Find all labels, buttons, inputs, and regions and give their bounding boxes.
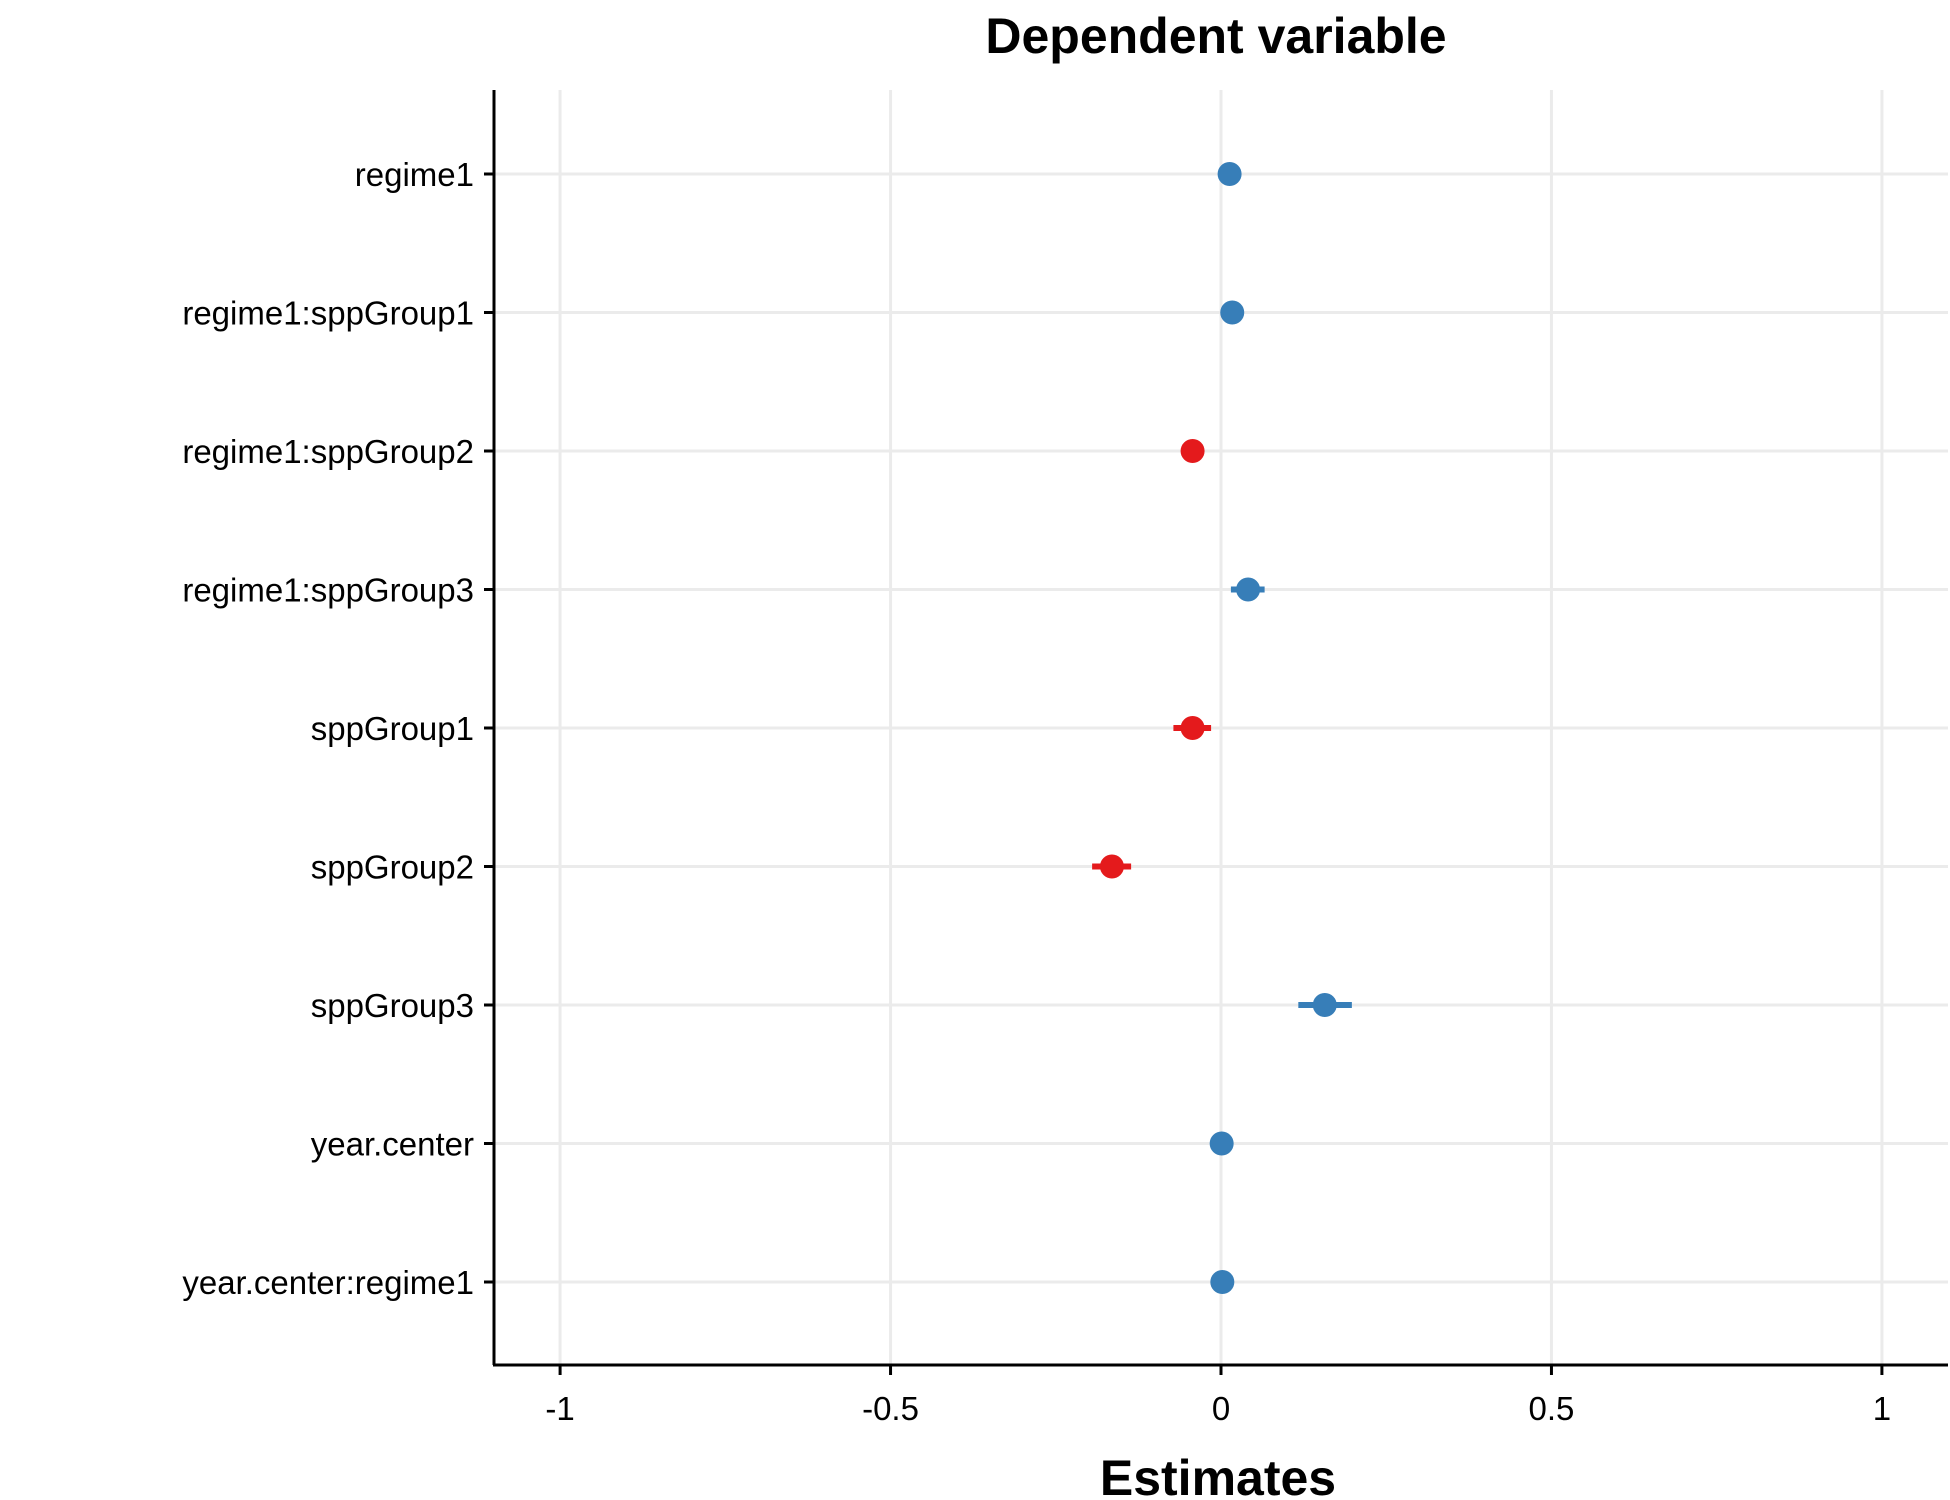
- estimate-marks: [1092, 162, 1352, 1294]
- x-axis-label: Estimates: [1100, 1450, 1336, 1500]
- y-axis-ticks: regime1 regime1:sppGroup1 regime1:sppGroup…: [182, 156, 494, 1301]
- estimate-point-8: [1210, 1270, 1235, 1294]
- x-tick-label-1: -0.5: [862, 1390, 919, 1427]
- estimate-point-7: [1209, 1131, 1234, 1156]
- y-tick-label-4: sppGroup1: [311, 710, 474, 747]
- x-tick-label-2: 0: [1212, 1390, 1230, 1427]
- y-tick-label-5: sppGroup2: [311, 849, 474, 886]
- y-tick-label-2: regime1:sppGroup2: [182, 433, 474, 470]
- chart-title: Dependent variable: [985, 8, 1446, 64]
- estimate-point-2: [1180, 439, 1205, 463]
- estimate-point-3: [1236, 577, 1261, 602]
- y-tick-label-7: year.center: [311, 1126, 474, 1163]
- estimate-point-6: [1312, 993, 1337, 1017]
- x-tick-label-3: 0.5: [1529, 1390, 1575, 1427]
- y-tick-label-8: year.center:regime1: [182, 1264, 474, 1301]
- estimate-point-4: [1180, 716, 1205, 740]
- y-tick-label-3: regime1:sppGroup3: [182, 572, 474, 609]
- estimate-point-0: [1217, 162, 1242, 186]
- x-tick-label-4: 1: [1873, 1390, 1891, 1427]
- x-tick-label-0: -1: [545, 1390, 574, 1427]
- x-axis-ticks: -1 -0.5 0 0.5 1: [545, 1365, 1891, 1427]
- y-tick-label-1: regime1:sppGroup1: [182, 295, 474, 332]
- estimate-point-1: [1220, 300, 1245, 325]
- estimate-point-5: [1099, 854, 1124, 879]
- y-tick-label-6: sppGroup3: [311, 987, 474, 1024]
- y-tick-label-0: regime1: [355, 156, 474, 193]
